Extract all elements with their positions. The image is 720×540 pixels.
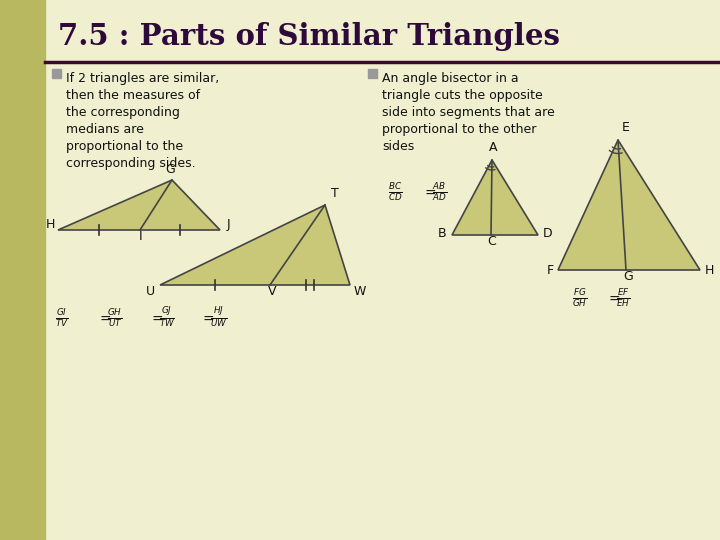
Text: B: B [438, 227, 446, 240]
Text: J: J [226, 218, 230, 231]
Text: V: V [268, 285, 276, 298]
Text: $\frac{GI}{TV}$: $\frac{GI}{TV}$ [55, 307, 69, 329]
Text: C: C [487, 235, 496, 248]
Text: 7.5 : Parts of Similar Triangles: 7.5 : Parts of Similar Triangles [58, 22, 560, 51]
Text: A: A [489, 141, 498, 154]
Polygon shape [558, 140, 700, 270]
Text: An angle bisector in a
triangle cuts the opposite
side into segments that are
pr: An angle bisector in a triangle cuts the… [382, 72, 554, 153]
Text: If 2 triangles are similar,
then the measures of
the corresponding
medians are
p: If 2 triangles are similar, then the mea… [66, 72, 220, 170]
Polygon shape [58, 180, 220, 230]
Polygon shape [452, 160, 538, 235]
Text: $\frac{EF}{EH}$: $\frac{EF}{EH}$ [616, 287, 630, 309]
Text: T: T [331, 187, 339, 200]
Text: $=$: $=$ [149, 311, 164, 325]
Text: $\frac{AB}{AD}$: $\frac{AB}{AD}$ [432, 181, 447, 203]
Text: $\frac{BC}{CD}$: $\frac{BC}{CD}$ [388, 181, 403, 203]
Polygon shape [160, 205, 350, 285]
Text: F: F [546, 264, 554, 277]
Text: E: E [622, 121, 630, 134]
Text: W: W [354, 285, 366, 298]
Bar [52, 69, 61, 78]
Text: G: G [165, 163, 175, 176]
Text: $=$: $=$ [422, 185, 437, 199]
Text: $\frac{GJ}{TW}$: $\frac{GJ}{TW}$ [159, 306, 175, 330]
Text: $=$: $=$ [200, 311, 215, 325]
Text: $=$: $=$ [97, 311, 112, 325]
Bar [0, 0, 45, 540]
Text: H: H [45, 218, 55, 231]
Text: $=$: $=$ [606, 291, 621, 305]
Text: H: H [704, 264, 714, 277]
Text: $\frac{GH}{UT}$: $\frac{GH}{UT}$ [107, 307, 122, 329]
Text: I: I [139, 230, 143, 243]
Text: U: U [145, 285, 155, 298]
Text: D: D [543, 227, 553, 240]
Text: $\frac{FG}{GH}$: $\frac{FG}{GH}$ [572, 287, 588, 309]
Bar [368, 69, 377, 78]
Text: $\frac{HJ}{UW}$: $\frac{HJ}{UW}$ [210, 306, 228, 330]
Text: G: G [623, 270, 633, 283]
